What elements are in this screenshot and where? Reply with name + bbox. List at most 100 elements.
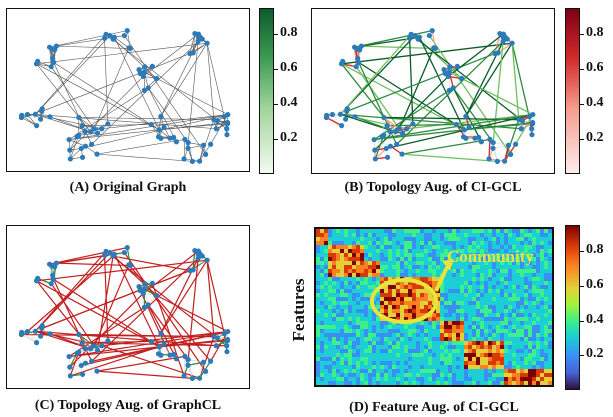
heatmap-cell <box>480 325 484 329</box>
heatmap-cell <box>444 257 448 261</box>
heatmap-cell <box>320 261 324 265</box>
graph-node <box>381 114 387 121</box>
heatmap-cell <box>380 353 384 357</box>
heatmap-cell <box>476 333 480 337</box>
heatmap-cell <box>332 361 336 365</box>
heatmap-cell <box>348 257 352 261</box>
heatmap-cell <box>344 365 348 369</box>
heatmap-cell <box>388 345 392 349</box>
heatmap-cell <box>328 377 332 381</box>
heatmap-cell <box>436 333 440 337</box>
heatmap-cell <box>548 353 552 357</box>
heatmap-cell <box>448 365 452 369</box>
heatmap-cell <box>364 297 368 301</box>
heatmap-cell <box>380 377 384 381</box>
heatmap-cell <box>520 237 524 241</box>
heatmap-cell <box>448 257 452 261</box>
heatmap-cell <box>540 249 544 253</box>
heatmap-cell <box>500 321 504 325</box>
heatmap-cell <box>512 369 516 373</box>
heatmap-cell <box>384 337 388 341</box>
graph-node <box>67 364 73 370</box>
heatmap-cell <box>348 301 352 305</box>
heatmap-cell <box>432 261 436 265</box>
heatmap-cell <box>480 269 484 273</box>
heatmap-cell <box>420 241 424 245</box>
heatmap-cell <box>396 309 400 313</box>
heatmap-cell <box>376 377 380 381</box>
graph-edge <box>21 334 37 343</box>
heatmap-cell <box>428 369 432 373</box>
heatmap-cell <box>332 377 336 381</box>
graph-node <box>121 249 128 256</box>
heatmap-cell <box>364 233 368 237</box>
heatmap-cell <box>484 229 488 233</box>
heatmap-cell <box>340 285 344 289</box>
graph-node <box>463 113 469 119</box>
heatmap-cell <box>528 313 532 317</box>
graph-node <box>48 64 54 70</box>
heatmap-cell <box>460 313 464 317</box>
heatmap-cell <box>412 313 416 317</box>
heatmap-cell <box>384 321 388 325</box>
heatmap-cell <box>432 241 436 245</box>
heatmap-cell <box>404 257 408 261</box>
heatmap-cell <box>360 245 364 249</box>
heatmap-cell <box>332 269 336 273</box>
heatmap-cell <box>444 317 448 321</box>
heatmap-cell <box>324 253 328 257</box>
heatmap-cell <box>356 245 360 249</box>
heatmap-cell <box>528 261 532 265</box>
graph-node <box>351 44 358 50</box>
heatmap-cell <box>536 345 540 349</box>
heatmap-cell <box>336 381 340 385</box>
heatmap-cell <box>472 337 476 341</box>
heatmap-cell <box>436 237 440 241</box>
heatmap-cell <box>440 249 444 253</box>
heatmap-cell <box>436 277 440 281</box>
heatmap-cell <box>548 345 552 349</box>
heatmap-cell <box>432 373 436 377</box>
heatmap-cell <box>368 289 372 293</box>
graph-node <box>379 133 385 140</box>
heatmap-cell <box>408 353 412 357</box>
heatmap-cell <box>516 309 520 313</box>
heatmap-cell <box>380 357 384 361</box>
heatmap-cell <box>416 321 420 325</box>
heatmap-cell <box>464 341 468 345</box>
heatmap-cell <box>528 229 532 233</box>
heatmap-cell <box>348 381 352 385</box>
heatmap-cell <box>396 377 400 381</box>
heatmap-cell <box>492 365 496 369</box>
heatmap-cell <box>420 273 424 277</box>
heatmap-cell <box>532 301 536 305</box>
heatmap-cell <box>400 337 404 341</box>
heatmap-cell <box>328 261 332 265</box>
graph-edge <box>144 71 149 88</box>
heatmap-cell <box>380 317 384 321</box>
heatmap-cell <box>428 245 432 249</box>
graph-node <box>32 328 38 334</box>
heatmap-cell <box>468 333 472 337</box>
heatmap-cell <box>328 325 332 329</box>
heatmap-cell <box>356 333 360 337</box>
heatmap-cell <box>352 285 356 289</box>
heatmap-cell <box>328 373 332 377</box>
graph-edge <box>78 333 95 347</box>
heatmap-cell <box>504 341 508 345</box>
heatmap-cell <box>436 305 440 309</box>
heatmap-cell <box>504 325 508 329</box>
heatmap-cell <box>380 281 384 285</box>
heatmap-cell <box>536 317 540 321</box>
heatmap-cell <box>456 329 460 333</box>
graph-node <box>387 143 394 149</box>
heatmap-cell <box>424 357 428 361</box>
heatmap-cell <box>468 241 472 245</box>
heatmap-cell <box>444 341 448 345</box>
heatmap-cell <box>368 317 372 321</box>
heatmap-cell <box>532 233 536 237</box>
heatmap-cell <box>348 297 352 301</box>
graph-node <box>224 126 230 132</box>
heatmap-cell <box>376 357 380 361</box>
heatmap-cell <box>528 373 532 377</box>
